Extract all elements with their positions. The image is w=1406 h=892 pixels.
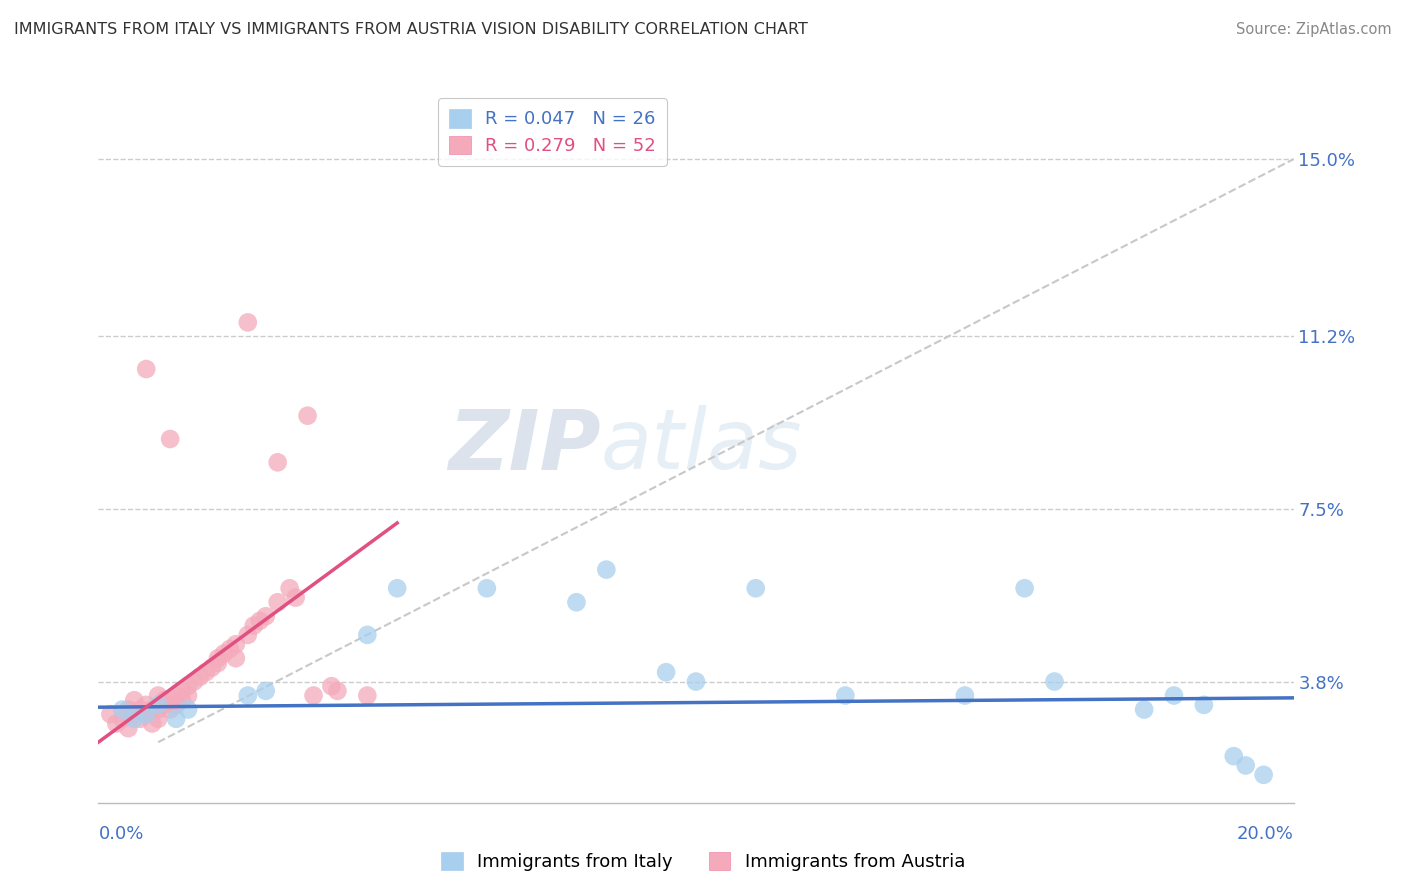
Point xyxy=(153,698,176,712)
Point xyxy=(953,689,976,703)
Point xyxy=(297,409,319,423)
Point xyxy=(105,716,128,731)
Point xyxy=(165,689,187,703)
Point xyxy=(165,698,187,712)
Point xyxy=(207,656,229,670)
Point xyxy=(1222,749,1246,764)
Point xyxy=(177,689,200,703)
Point xyxy=(141,702,163,716)
Point xyxy=(385,581,409,595)
Point xyxy=(219,641,242,656)
Point xyxy=(172,684,194,698)
Point xyxy=(254,684,277,698)
Point xyxy=(135,362,157,376)
Text: atlas: atlas xyxy=(600,406,801,486)
Point xyxy=(254,609,277,624)
Point xyxy=(565,595,588,609)
Point xyxy=(267,595,290,609)
Point xyxy=(201,660,224,674)
Point xyxy=(236,315,259,329)
Point xyxy=(141,716,163,731)
Text: 20.0%: 20.0% xyxy=(1237,825,1294,843)
Point xyxy=(165,712,187,726)
Point xyxy=(356,689,378,703)
Point xyxy=(124,693,146,707)
Point xyxy=(834,689,856,703)
Point xyxy=(148,698,170,712)
Point xyxy=(177,679,200,693)
Point xyxy=(249,614,271,628)
Point xyxy=(135,707,157,722)
Point xyxy=(159,693,181,707)
Point xyxy=(148,702,170,716)
Text: IMMIGRANTS FROM ITALY VS IMMIGRANTS FROM AUSTRIA VISION DISABILITY CORRELATION C: IMMIGRANTS FROM ITALY VS IMMIGRANTS FROM… xyxy=(14,22,808,37)
Point xyxy=(284,591,307,605)
Point xyxy=(321,679,343,693)
Point xyxy=(135,698,157,712)
Point xyxy=(148,712,170,726)
Point xyxy=(124,712,146,726)
Point xyxy=(278,581,301,595)
Point xyxy=(302,689,325,703)
Point xyxy=(195,665,218,680)
Point xyxy=(236,689,259,703)
Point xyxy=(475,581,498,595)
Point xyxy=(356,628,378,642)
Point xyxy=(159,432,181,446)
Point xyxy=(236,628,259,642)
Point xyxy=(225,637,247,651)
Point xyxy=(188,670,211,684)
Point xyxy=(111,712,134,726)
Point xyxy=(117,721,139,735)
Legend: R = 0.047   N = 26, R = 0.279   N = 52: R = 0.047 N = 26, R = 0.279 N = 52 xyxy=(439,98,666,166)
Point xyxy=(148,689,170,703)
Point xyxy=(183,674,205,689)
Text: ZIP: ZIP xyxy=(447,406,600,486)
Point xyxy=(117,702,139,716)
Point xyxy=(135,707,157,722)
Point xyxy=(595,563,617,577)
Point xyxy=(655,665,678,680)
Point xyxy=(172,693,194,707)
Point xyxy=(212,647,235,661)
Point xyxy=(1133,702,1156,716)
Point xyxy=(177,702,200,716)
Point xyxy=(1163,689,1185,703)
Point xyxy=(111,702,134,716)
Text: Source: ZipAtlas.com: Source: ZipAtlas.com xyxy=(1236,22,1392,37)
Point xyxy=(153,693,176,707)
Point xyxy=(1014,581,1036,595)
Point xyxy=(1043,674,1066,689)
Point xyxy=(124,707,146,722)
Point xyxy=(685,674,707,689)
Point xyxy=(1234,758,1257,772)
Legend: Immigrants from Italy, Immigrants from Austria: Immigrants from Italy, Immigrants from A… xyxy=(433,845,973,879)
Point xyxy=(129,712,152,726)
Point xyxy=(1192,698,1215,712)
Point xyxy=(159,702,181,716)
Point xyxy=(100,707,122,722)
Y-axis label: Vision Disability: Vision Disability xyxy=(0,374,8,518)
Text: 0.0%: 0.0% xyxy=(98,825,143,843)
Point xyxy=(1253,768,1275,782)
Point xyxy=(129,702,152,716)
Point xyxy=(225,651,247,665)
Point xyxy=(326,684,349,698)
Point xyxy=(207,651,229,665)
Point xyxy=(745,581,768,595)
Point xyxy=(267,455,290,469)
Point xyxy=(243,618,266,632)
